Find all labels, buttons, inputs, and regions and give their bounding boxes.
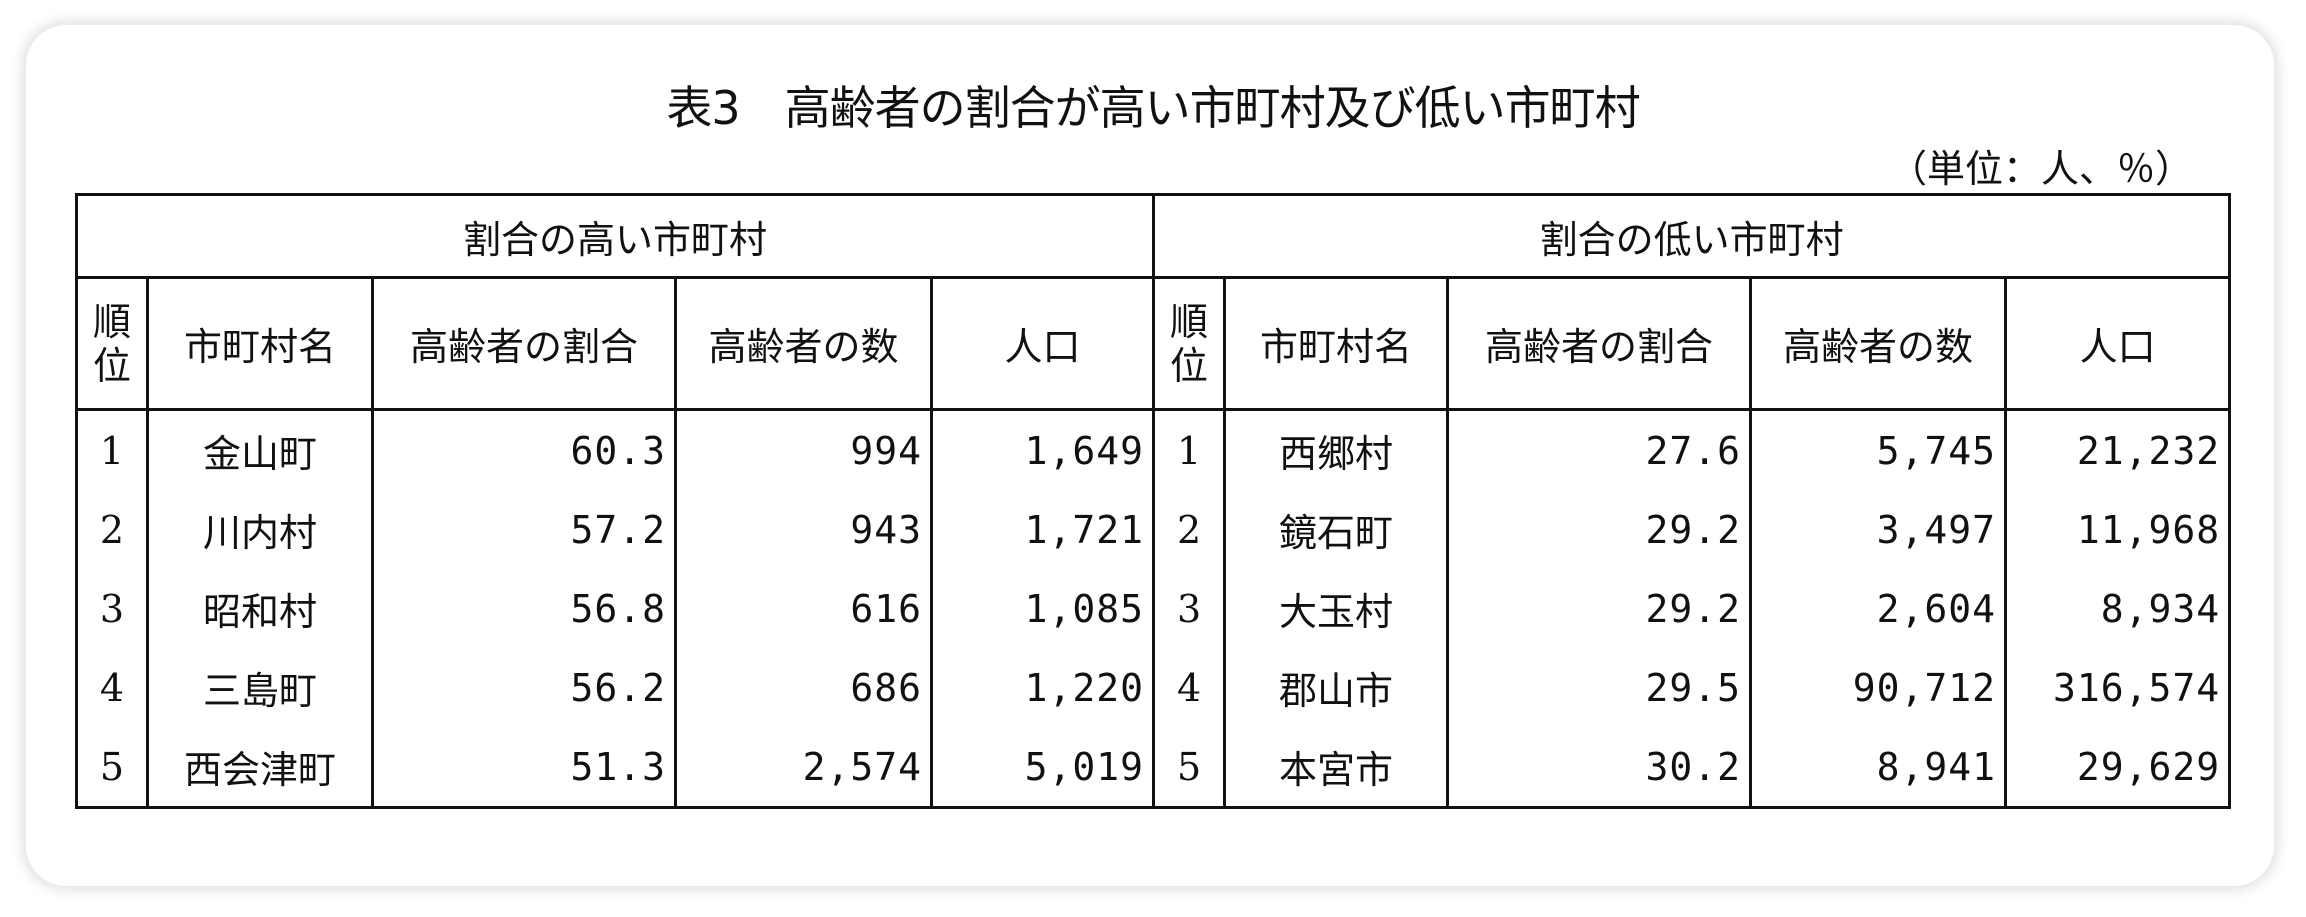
high-name-cell: 金山町: [146, 409, 374, 490]
high-ratio-cell: 60.3: [371, 409, 677, 490]
low-population-cell: 21,232: [2004, 409, 2232, 490]
low-elderly-cell: 2,604: [1749, 569, 2008, 648]
high-population-cell: 5,019: [929, 727, 1156, 809]
column-header-high-4: 人口: [929, 276, 1156, 411]
low-ratio-cell: 27.6: [1446, 409, 1753, 490]
high-rank-cell: 4: [75, 648, 149, 727]
high-name-cell: 西会津町: [146, 727, 374, 809]
high-ratio-cell: 56.8: [371, 569, 677, 648]
column-header-low-3: 高齢者の数: [1749, 276, 2008, 411]
high-population-cell: 1,649: [929, 409, 1156, 490]
table-row: 3 昭和村 56.8 616 1,085 3 大玉村 29.2 2,604 8,934: [75, 569, 2232, 648]
low-rank-cell: 4: [1152, 648, 1227, 727]
elderly-ratio-table: 割合の高い市町村 割合の低い市町村 順位 市町村名 高齢者の割合 高齢者の数 人口 順位市…: [74, 193, 2232, 809]
column-header-low-4: 人口: [2004, 276, 2232, 411]
high-rank-cell: 1: [75, 409, 149, 490]
high-ratio-cell: 56.2: [371, 648, 677, 727]
high-population-cell: 1,220: [929, 648, 1156, 727]
low-elderly-cell: 8,941: [1749, 727, 2008, 809]
table-row: 1 金山町 60.3 994 1,649 1 西郷村 27.6 5,745 21,232: [75, 409, 2232, 490]
table-row: 2 川内村 57.2 943 1,721 2 鏡石町 29.2 3,497 11,968: [75, 490, 2232, 569]
high-rank-cell: 3: [75, 569, 149, 648]
high-population-cell: 1,085: [929, 569, 1156, 648]
high-name-cell: 三島町: [146, 648, 374, 727]
low-population-cell: 29,629: [2004, 727, 2232, 809]
low-population-cell: 8,934: [2004, 569, 2232, 648]
low-name-cell: 郡山市: [1223, 648, 1450, 727]
high-name-cell: 川内村: [146, 490, 374, 569]
low-rank-cell: 1: [1152, 409, 1227, 490]
high-rank-cell: 5: [75, 727, 149, 809]
column-header-high-2: 高齢者の割合: [371, 276, 677, 411]
high-ratio-cell: 57.2: [371, 490, 677, 569]
column-header-low-1: 市町村名: [1223, 276, 1450, 411]
low-population-cell: 11,968: [2004, 490, 2232, 569]
column-header-row: 順位 市町村名 高齢者の割合 高齢者の数 人口 順位 市町村名 高齢者の割合 高齢者の数 人口: [75, 276, 2232, 411]
table-row: 5 西会津町 51.3 2,574 5,019 5 本宮市 30.2 8,941 29,629: [75, 727, 2232, 809]
column-header-low-2: 高齢者の割合: [1446, 276, 1753, 411]
low-rank-cell: 2: [1152, 490, 1227, 569]
column-header-high-3: 高齢者の数: [674, 276, 933, 411]
high-ratio-cell: 51.3: [371, 727, 677, 809]
high-elderly-cell: 616: [674, 569, 933, 648]
high-population-cell: 1,721: [929, 490, 1156, 569]
high-elderly-cell: 2,574: [674, 727, 933, 809]
column-header-low-0: 順位: [1152, 276, 1227, 411]
low-elderly-cell: 3,497: [1749, 490, 2008, 569]
high-rank-cell: 2: [75, 490, 149, 569]
unit-note: （単位：人、％）: [1888, 147, 2193, 191]
table-title: 表3 高齢者の割合が高い市町村及び低い市町村: [666, 81, 1640, 135]
table-row: 4 三島町 56.2 686 1,220 4 郡山市 29.5 90,712 316,574: [75, 648, 2232, 727]
group-low: 割合の低い市町村: [1152, 193, 2232, 279]
low-ratio-cell: 29.2: [1446, 569, 1753, 648]
high-elderly-cell: 994: [674, 409, 933, 490]
low-population-cell: 316,574: [2004, 648, 2232, 727]
low-name-cell: 大玉村: [1223, 569, 1450, 648]
low-ratio-cell: 29.2: [1446, 490, 1753, 569]
low-name-cell: 西郷村: [1223, 409, 1450, 490]
low-name-cell: 鏡石町: [1223, 490, 1450, 569]
low-rank-cell: 5: [1152, 727, 1227, 809]
high-elderly-cell: 686: [674, 648, 933, 727]
low-ratio-cell: 29.5: [1446, 648, 1753, 727]
column-header-high-0: 順位: [75, 276, 149, 411]
low-elderly-cell: 90,712: [1749, 648, 2008, 727]
column-header-high-1: 市町村名: [146, 276, 374, 411]
low-ratio-cell: 30.2: [1446, 727, 1753, 809]
low-elderly-cell: 5,745: [1749, 409, 2008, 490]
low-name-cell: 本宮市: [1223, 727, 1450, 809]
low-rank-cell: 3: [1152, 569, 1227, 648]
high-name-cell: 昭和村: [146, 569, 374, 648]
group-header-row: 割合の高い市町村 割合の低い市町村: [74, 193, 2232, 279]
high-elderly-cell: 943: [674, 490, 933, 569]
group-high: 割合の高い市町村: [74, 193, 1156, 279]
